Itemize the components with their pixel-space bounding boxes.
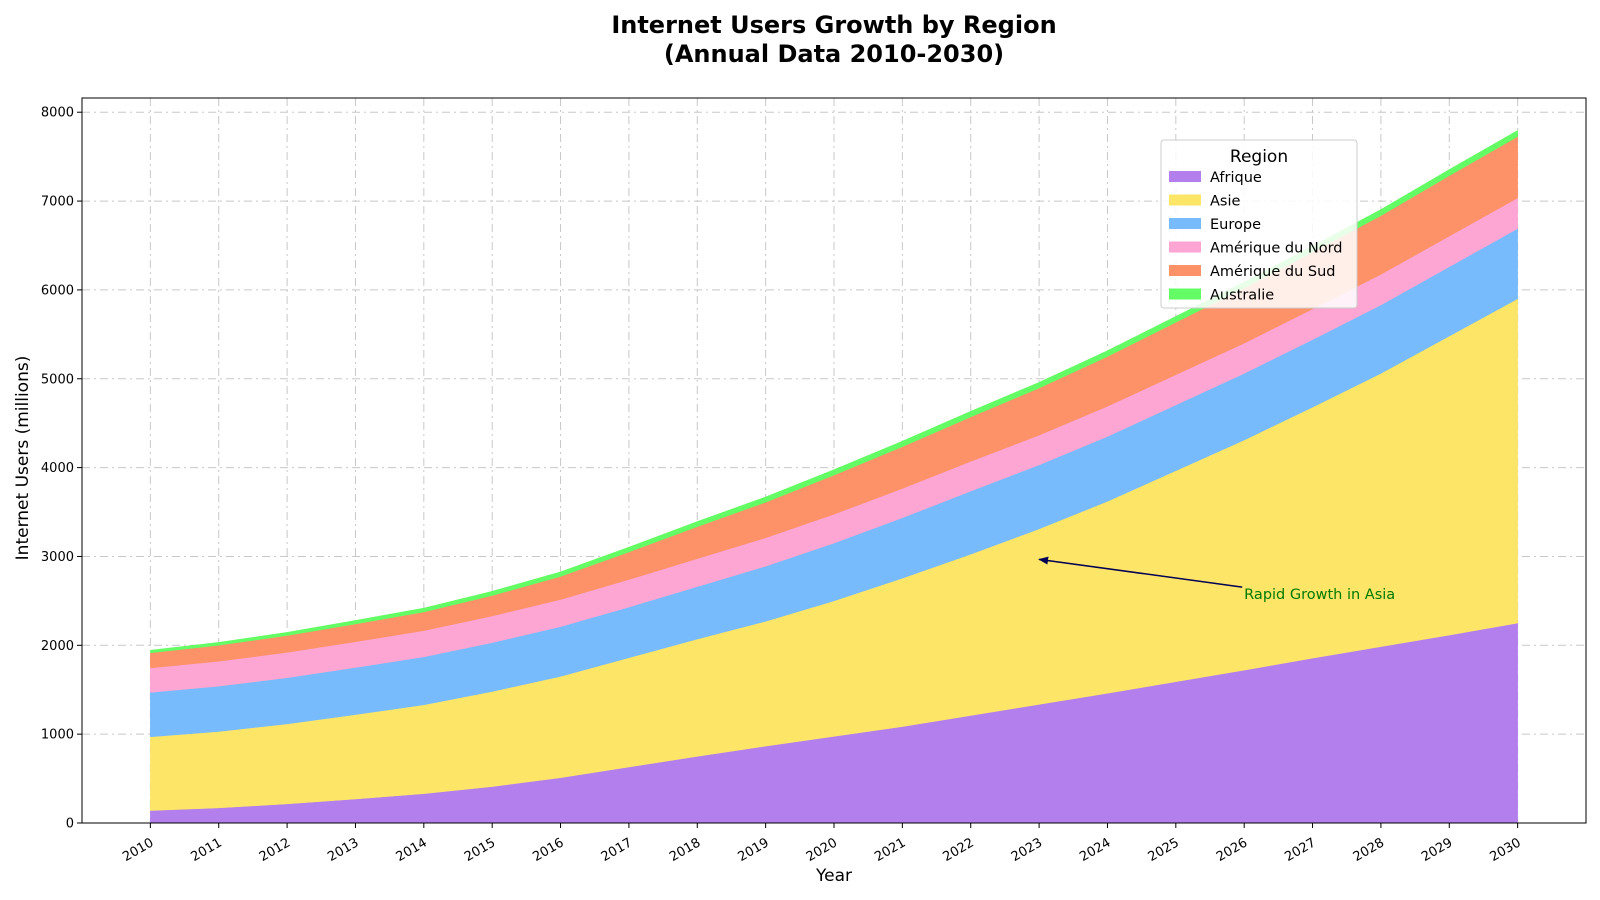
x-tick-label: 2026 [1214,835,1250,865]
x-tick-label: 2024 [1077,835,1113,865]
legend: Region Afrique Asie Europe Amérique du Nord… [1160,139,1358,309]
legend-label: Amérique du Sud [1210,264,1335,280]
x-tick-label: 2028 [1351,835,1387,865]
legend-swatch [1169,241,1201,253]
x-tick-label: 2018 [667,835,703,865]
x-tick-label: 2011 [189,835,225,865]
y-tick-label: 8000 [41,106,74,121]
x-tick-label: 2014 [394,835,430,865]
legend-box [1160,139,1358,309]
x-tick-label: 2020 [804,835,840,865]
x-tick-label: 2021 [872,835,908,865]
legend-label: Asie [1210,194,1241,210]
y-tick-label: 4000 [41,461,74,476]
x-tick-label: 2019 [735,835,771,865]
annotation-arrow [1038,556,1243,588]
x-tick-label: 2022 [941,835,977,865]
x-tick-label: 2017 [599,835,635,865]
x-tick-label: 2016 [530,835,566,865]
area-australie [150,129,1518,654]
x-tick-label: 2015 [462,835,498,865]
legend-label: Afrique [1210,170,1262,186]
legend-label: Australie [1210,288,1274,304]
x-tick-label: 2029 [1419,835,1455,865]
legend-swatch [1169,171,1201,182]
chart-title-line-2: (Annual Data 2010-2030) [664,40,1004,68]
y-tick-label: 7000 [41,195,74,210]
area-series [150,129,1518,824]
legend-label: Amérique du Nord [1210,241,1343,257]
x-tick-label: 2027 [1282,835,1318,865]
y-axis-label: Internet Users (millions) [13,356,33,561]
annotation: Rapid Growth in Asia [1038,556,1395,603]
y-tick-label: 1000 [41,728,74,743]
y-tick-label: 0 [66,817,74,832]
legend-title: Region [1230,147,1288,167]
legend-swatch [1169,194,1201,206]
legend-swatch [1169,288,1201,300]
x-tick-label: 2010 [120,835,156,865]
legend-swatch [1169,218,1201,229]
y-tick-label: 3000 [41,550,74,565]
annotation-text: Rapid Growth in Asia [1244,587,1395,603]
x-tick-label: 2025 [1146,835,1182,865]
y-tick-label: 6000 [41,283,74,298]
chart-title-line-1: Internet Users Growth by Region [611,11,1056,39]
x-tick-label: 2023 [1009,835,1045,865]
legend-label: Europe [1210,217,1261,233]
x-tick-label: 2030 [1487,835,1523,865]
y-tick-label: 5000 [41,372,74,387]
y-tick-label: 2000 [41,639,74,654]
x-tick-label: 2013 [325,835,361,865]
legend-swatch [1169,265,1201,276]
x-tick-label: 2012 [257,835,293,865]
x-axis-label: Year [815,866,852,886]
